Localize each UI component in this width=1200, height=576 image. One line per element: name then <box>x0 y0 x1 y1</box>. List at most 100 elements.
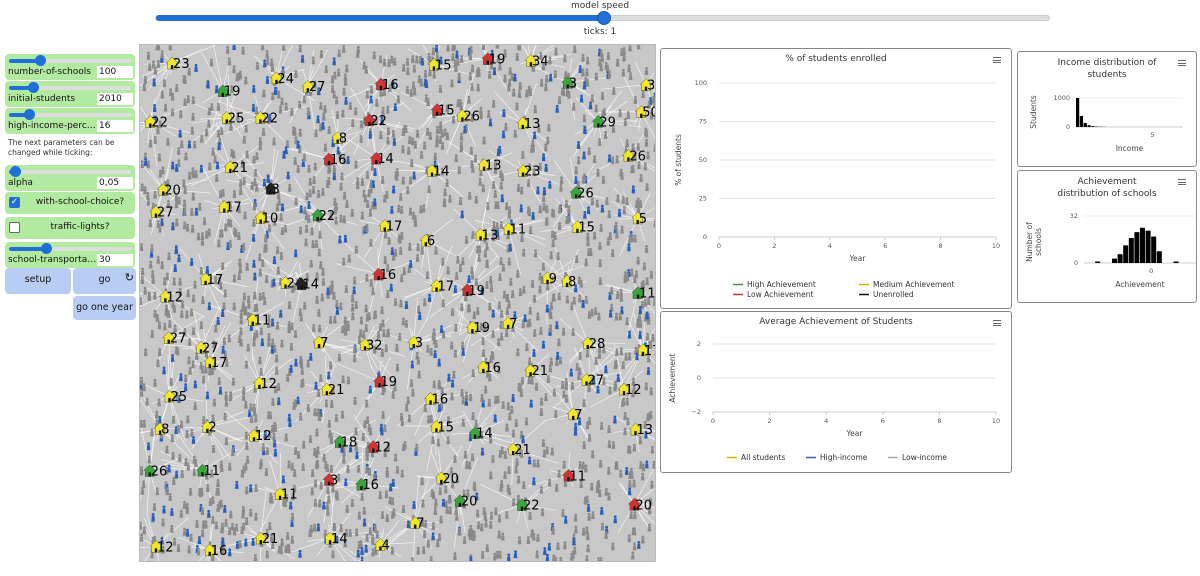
school-house-icon[interactable]: 3 <box>407 335 423 351</box>
school-house-icon[interactable]: 22 <box>143 115 168 131</box>
school-house-icon[interactable]: 7 <box>566 407 583 423</box>
school-house-icon[interactable]: 11 <box>246 313 271 329</box>
school-house-icon[interactable]: 12 <box>366 440 391 456</box>
school-house-icon[interactable]: 3 <box>322 473 338 488</box>
school-house-icon[interactable]: 23 <box>516 164 541 180</box>
checkbox[interactable]: ✓ <box>9 197 20 208</box>
school-house-icon[interactable]: 17 <box>199 272 224 288</box>
school-house-icon[interactable]: 22 <box>362 113 387 129</box>
setup-button[interactable]: setup <box>5 268 71 294</box>
school-house-icon[interactable]: 11 <box>273 487 298 503</box>
school-house-icon[interactable]: 16 <box>374 77 399 93</box>
school-house-icon[interactable]: 11 <box>631 286 656 302</box>
school-house-icon[interactable]: 16 <box>424 392 449 407</box>
school-transportation-slider[interactable]: school-transportation... 30 <box>5 242 135 268</box>
school-house-icon[interactable]: 12 <box>617 382 642 398</box>
with-school-choice-switch[interactable]: ✓ with-school-choice? <box>5 192 135 214</box>
school-house-icon[interactable]: 15 <box>570 220 595 236</box>
school-house-icon[interactable]: 7 <box>408 516 424 532</box>
school-house-icon[interactable]: 27 <box>149 205 174 221</box>
school-house-icon[interactable]: 32 <box>358 338 383 353</box>
school-house-icon[interactable]: 22 <box>515 498 540 514</box>
school-house-icon[interactable]: 11 <box>195 463 220 479</box>
school-house-icon[interactable]: 2 <box>200 420 217 436</box>
school-house-icon[interactable]: 20 <box>453 494 478 510</box>
school-house-icon[interactable]: 12 <box>149 540 174 555</box>
school-house-icon[interactable]: 26 <box>143 464 168 480</box>
slider-value-field[interactable]: 0,05 <box>97 177 133 189</box>
slider-thumb[interactable] <box>40 243 52 254</box>
school-house-icon[interactable]: 7 <box>312 335 328 351</box>
school-house-icon[interactable]: 19 <box>460 283 485 299</box>
school-house-icon[interactable]: 16 <box>354 477 379 493</box>
school-house-icon[interactable]: 21 <box>320 382 345 398</box>
alpha-slider[interactable]: alpha 0,05 <box>5 165 135 191</box>
school-house-icon[interactable]: 3 <box>264 182 280 197</box>
school-house-icon[interactable]: 16 <box>476 360 501 376</box>
model-speed-thumb[interactable] <box>596 11 611 25</box>
school-house-icon[interactable]: 21 <box>506 442 531 458</box>
school-house-icon[interactable]: 14 <box>323 531 348 547</box>
school-house-icon[interactable]: 19 <box>216 84 241 100</box>
school-house-icon[interactable]: 14 <box>369 151 394 167</box>
school-house-icon[interactable]: 22 <box>253 111 278 126</box>
checkbox[interactable] <box>9 222 20 233</box>
school-house-icon[interactable]: 9 <box>541 271 557 287</box>
school-house-icon[interactable]: 27 <box>580 373 605 388</box>
number-of-schools-slider[interactable]: number-of-schools 100 <box>5 54 135 80</box>
school-house-icon[interactable]: 27 <box>162 331 187 347</box>
school-house-icon[interactable]: 13 <box>477 158 502 174</box>
school-house-icon[interactable]: 14 <box>468 426 493 442</box>
plot-menu-icon[interactable] <box>993 320 1001 326</box>
school-house-icon[interactable]: 20 <box>434 471 459 487</box>
slider-value-field[interactable]: 16 <box>97 120 133 132</box>
school-house-icon[interactable]: 14 <box>295 277 320 293</box>
school-house-icon[interactable]: 8 <box>153 422 169 438</box>
high-income-percent-slider[interactable]: high-income-percent... 16 <box>5 108 135 134</box>
school-house-icon[interactable]: 12 <box>158 289 183 305</box>
school-house-icon[interactable]: 12 <box>252 376 277 392</box>
school-house-icon[interactable]: 13 <box>474 227 499 243</box>
world-view[interactable]: 2319242716151934333222522822152613295020… <box>139 44 656 562</box>
school-house-icon[interactable]: 28 <box>581 336 606 352</box>
school-house-icon[interactable]: 17 <box>378 219 403 234</box>
school-house-icon[interactable]: 34 <box>524 53 549 69</box>
go-button[interactable]: go ↻ <box>73 268 136 294</box>
school-house-icon[interactable]: 21 <box>223 160 248 176</box>
school-house-icon[interactable]: 19 <box>465 320 490 336</box>
school-house-icon[interactable]: 24 <box>269 71 294 87</box>
school-house-icon[interactable]: 12 <box>247 428 272 444</box>
school-house-icon[interactable]: 33 <box>639 78 656 94</box>
slider-thumb[interactable] <box>28 82 40 93</box>
school-house-icon[interactable]: 19 <box>373 374 398 390</box>
school-house-icon[interactable]: 16 <box>322 152 347 168</box>
school-house-icon[interactable]: 6 <box>419 233 435 249</box>
school-house-icon[interactable]: 16 <box>372 267 397 283</box>
slider-value-field[interactable]: 100 <box>97 66 133 78</box>
school-house-icon[interactable]: 17 <box>217 200 242 216</box>
school-house-icon[interactable]: 25 <box>220 111 245 126</box>
school-house-icon[interactable]: 27 <box>301 79 326 95</box>
traffic-lights-switch[interactable]: traffic-lights? <box>5 217 135 239</box>
school-house-icon[interactable]: 20 <box>156 183 181 198</box>
initial-students-slider[interactable]: initial-students 2010 <box>5 81 135 107</box>
school-house-icon[interactable]: 3 <box>561 76 577 91</box>
school-house-icon[interactable]: 19 <box>481 52 506 68</box>
slider-value-field[interactable]: 2010 <box>97 93 133 105</box>
school-house-icon[interactable]: 8 <box>331 131 347 147</box>
plot-menu-icon[interactable] <box>1178 179 1186 185</box>
plot-menu-icon[interactable] <box>1178 60 1186 66</box>
school-house-icon[interactable]: 10 <box>254 211 279 227</box>
school-house-icon[interactable]: 13 <box>629 422 653 438</box>
school-house-icon[interactable]: 26 <box>455 109 480 124</box>
school-house-icon[interactable]: 20 <box>627 497 652 513</box>
school-house-icon[interactable]: 11 <box>561 468 586 484</box>
school-house-icon[interactable]: 15 <box>429 420 454 435</box>
slider-value-field[interactable]: 30 <box>97 254 133 266</box>
model-speed-slider[interactable] <box>155 11 1050 25</box>
school-house-icon[interactable]: 26 <box>621 149 646 164</box>
school-house-icon[interactable]: 18 <box>333 435 358 451</box>
school-house-icon[interactable]: 7 <box>501 316 517 332</box>
school-house-icon[interactable]: 21 <box>254 531 279 547</box>
plot-menu-icon[interactable] <box>993 57 1001 63</box>
